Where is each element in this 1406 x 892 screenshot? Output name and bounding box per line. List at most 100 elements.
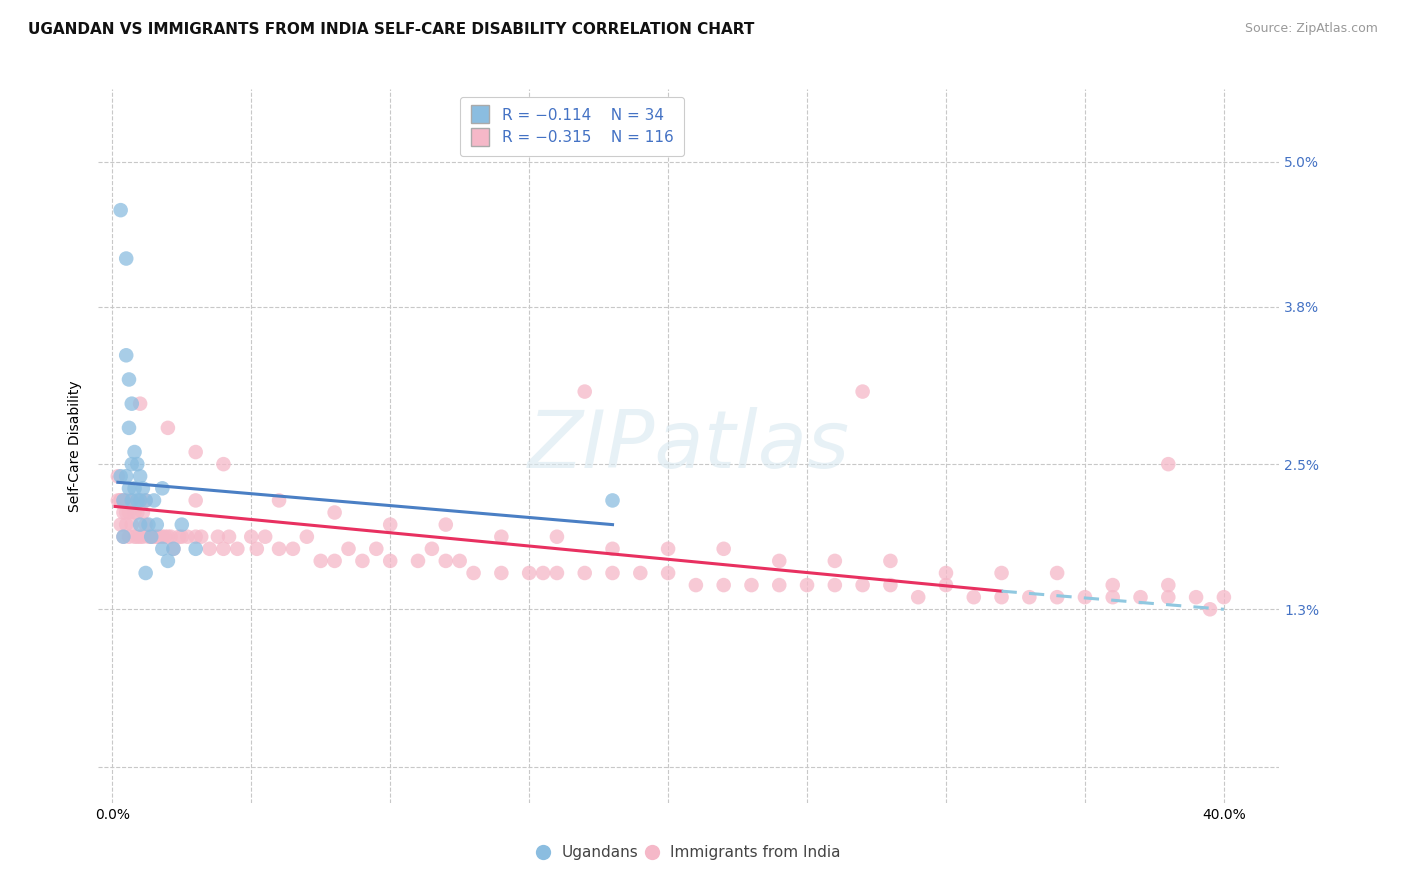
Point xyxy=(127,530,149,544)
Point xyxy=(1157,590,1180,604)
Point xyxy=(218,530,240,544)
Point xyxy=(135,517,157,532)
Point xyxy=(852,384,875,399)
Point xyxy=(110,517,132,532)
Point xyxy=(124,506,146,520)
Point xyxy=(602,566,624,580)
Point xyxy=(879,554,901,568)
Point xyxy=(1157,578,1180,592)
Point xyxy=(129,397,152,411)
Point xyxy=(127,506,149,520)
Point xyxy=(449,554,471,568)
Point xyxy=(434,517,457,532)
Point xyxy=(115,252,138,266)
Point xyxy=(170,530,193,544)
Point xyxy=(768,554,790,568)
Point xyxy=(112,530,135,544)
Point xyxy=(657,566,679,580)
Point xyxy=(118,506,141,520)
Point xyxy=(963,590,986,604)
Point xyxy=(546,566,568,580)
Point xyxy=(935,578,957,592)
Point xyxy=(121,397,143,411)
Point xyxy=(1212,590,1234,604)
Point xyxy=(118,372,141,386)
Point xyxy=(153,530,176,544)
Point xyxy=(824,554,846,568)
Point xyxy=(124,530,146,544)
Point xyxy=(212,457,235,471)
Point xyxy=(990,566,1012,580)
Point xyxy=(768,578,790,592)
Point xyxy=(148,530,170,544)
Point xyxy=(129,517,152,532)
Point xyxy=(323,554,346,568)
Point xyxy=(110,469,132,483)
Point xyxy=(112,506,135,520)
Point xyxy=(380,517,402,532)
Text: UGANDAN VS IMMIGRANTS FROM INDIA SELF-CARE DISABILITY CORRELATION CHART: UGANDAN VS IMMIGRANTS FROM INDIA SELF-CA… xyxy=(28,22,755,37)
Point xyxy=(121,493,143,508)
Point xyxy=(337,541,360,556)
Point xyxy=(602,541,624,556)
Point xyxy=(150,481,173,495)
Point xyxy=(129,530,152,544)
Point xyxy=(184,541,207,556)
Point xyxy=(517,566,540,580)
Point xyxy=(176,530,198,544)
Point xyxy=(1046,566,1069,580)
Point xyxy=(132,481,155,495)
Point xyxy=(1046,590,1069,604)
Point xyxy=(740,578,762,592)
Point xyxy=(212,541,235,556)
Point xyxy=(121,493,143,508)
Point xyxy=(115,469,138,483)
Point xyxy=(1157,457,1180,471)
Point xyxy=(491,566,513,580)
Point xyxy=(150,541,173,556)
Point xyxy=(118,530,141,544)
Point xyxy=(657,541,679,556)
Point xyxy=(132,530,155,544)
Point xyxy=(170,517,193,532)
Point xyxy=(138,530,160,544)
Point xyxy=(1199,602,1222,616)
Point xyxy=(167,530,190,544)
Point xyxy=(352,554,374,568)
Point xyxy=(434,554,457,568)
Point xyxy=(491,530,513,544)
Point xyxy=(115,493,138,508)
Point xyxy=(110,493,132,508)
Text: Source: ZipAtlas.com: Source: ZipAtlas.com xyxy=(1244,22,1378,36)
Point xyxy=(135,566,157,580)
Point xyxy=(267,493,290,508)
Point xyxy=(240,530,263,544)
Point xyxy=(990,590,1012,604)
Text: ZIPatlas: ZIPatlas xyxy=(527,407,851,485)
Point xyxy=(420,541,443,556)
Point xyxy=(124,445,146,459)
Point xyxy=(184,445,207,459)
Point xyxy=(127,457,149,471)
Point xyxy=(129,493,152,508)
Point xyxy=(281,541,304,556)
Point xyxy=(146,530,169,544)
Point xyxy=(127,493,149,508)
Point xyxy=(1101,578,1123,592)
Point xyxy=(309,554,332,568)
Point xyxy=(190,530,212,544)
Point xyxy=(1018,590,1040,604)
Point xyxy=(115,348,138,362)
Point xyxy=(115,506,138,520)
Point xyxy=(1074,590,1097,604)
Point xyxy=(879,578,901,592)
Point xyxy=(713,578,735,592)
Point xyxy=(602,493,624,508)
Point xyxy=(124,481,146,495)
Point xyxy=(138,517,160,532)
Point xyxy=(246,541,269,556)
Point xyxy=(628,566,651,580)
Point xyxy=(685,578,707,592)
Point xyxy=(380,554,402,568)
Point xyxy=(129,469,152,483)
